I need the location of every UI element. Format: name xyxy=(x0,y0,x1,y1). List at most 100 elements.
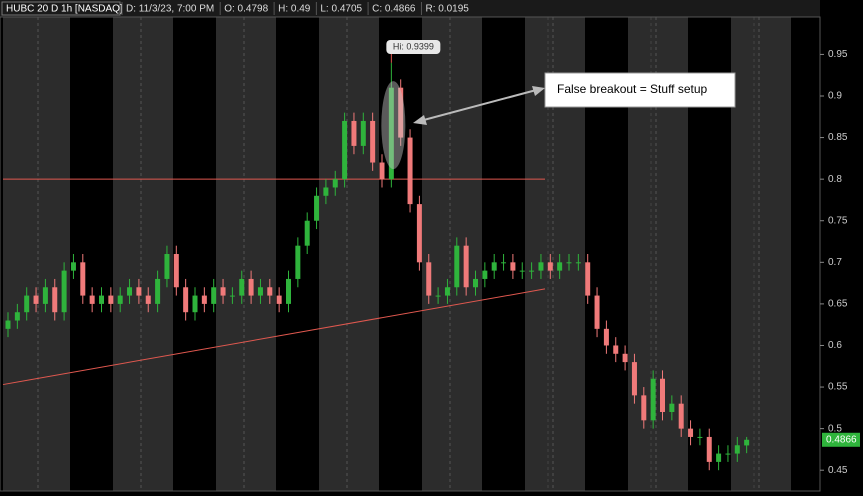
candle-body xyxy=(220,287,226,296)
plot-frame xyxy=(0,16,821,492)
header-info: D: 11/3/23, 7:00 PM O: 0.4798 H: 0.49 L: 0.… xyxy=(121,2,469,15)
candle-body xyxy=(14,312,20,321)
candle-body xyxy=(744,439,750,446)
candle-body xyxy=(454,245,460,288)
candle-body xyxy=(444,287,450,296)
candle-body xyxy=(108,295,114,304)
candle-body xyxy=(734,445,740,454)
high-label: Hi: 0.9399 xyxy=(393,41,434,51)
candle-body xyxy=(136,287,142,296)
candle-body xyxy=(706,436,712,462)
candle-body xyxy=(267,287,273,296)
y-tick-label: 0.5 xyxy=(828,423,842,434)
arrow-head xyxy=(413,115,427,125)
candle-body xyxy=(575,262,581,264)
candle-body xyxy=(24,295,30,313)
header-item: R: 0.0195 xyxy=(425,4,469,15)
trend-line xyxy=(2,288,546,386)
symbol-box xyxy=(1,1,121,16)
candle-body xyxy=(70,262,76,271)
candle-body xyxy=(229,295,235,297)
candle-body xyxy=(538,262,544,271)
y-tick-label: 0.6 xyxy=(828,340,842,351)
candle-body xyxy=(678,403,684,429)
header-item: L: 0.4705 xyxy=(320,4,362,15)
candle-body xyxy=(622,353,628,363)
candle-body xyxy=(650,378,656,421)
candle-body xyxy=(688,428,694,437)
candle-body xyxy=(519,270,525,272)
candle-body xyxy=(192,295,198,313)
candle-body xyxy=(585,262,591,296)
candle-body xyxy=(501,262,507,264)
candle-body xyxy=(173,254,179,288)
candle-body xyxy=(80,262,86,296)
candle-body xyxy=(164,254,170,279)
annotation-text: False breakout = Stuff setup xyxy=(557,82,708,96)
annotation-box xyxy=(544,72,736,108)
symbol: HUBC 20 D 1h [NASDAQ] xyxy=(6,4,123,15)
y-tick-label: 0.8 xyxy=(828,174,842,185)
candle-body xyxy=(491,262,497,271)
candle-body xyxy=(89,295,95,304)
y-tick-label: 0.45 xyxy=(828,465,848,476)
y-tick-label: 0.65 xyxy=(828,299,848,310)
y-tick-label: 0.95 xyxy=(828,49,848,60)
night-band xyxy=(791,17,820,491)
candle-body xyxy=(529,270,535,272)
candle-body xyxy=(323,187,329,196)
night-band xyxy=(70,17,113,491)
candle-body xyxy=(52,287,58,313)
candle-body xyxy=(435,295,441,297)
candle-body xyxy=(594,295,600,329)
candle-body xyxy=(145,295,151,304)
candle-body xyxy=(257,287,263,296)
candle-body xyxy=(351,120,357,146)
candle-body xyxy=(304,220,310,246)
last-price-label: 0.4866 xyxy=(826,434,857,445)
candle-body xyxy=(603,328,609,346)
candle-body xyxy=(641,395,647,421)
candle-body xyxy=(697,436,703,438)
candle-body xyxy=(61,270,67,313)
candle-body xyxy=(669,403,675,412)
candle-body xyxy=(725,453,731,455)
arrow-head xyxy=(532,86,545,96)
candle-body xyxy=(566,262,572,264)
candle-body xyxy=(117,295,123,304)
candle-body xyxy=(211,287,217,304)
candle-body xyxy=(547,262,553,271)
header-item: C: 0.4866 xyxy=(372,4,416,15)
candle-body xyxy=(631,362,637,396)
header-bar xyxy=(0,0,820,17)
candle-body xyxy=(183,287,189,313)
candle-body xyxy=(426,262,432,296)
candle-body xyxy=(248,278,254,296)
candle-body xyxy=(613,345,619,354)
candle-body xyxy=(155,278,161,304)
candle-body xyxy=(239,278,245,296)
night-band xyxy=(173,17,216,491)
candle-body xyxy=(416,204,422,263)
header-item: O: 0.4798 xyxy=(224,4,268,15)
candle-body xyxy=(370,120,376,163)
y-tick-label: 0.9 xyxy=(828,91,842,102)
candle-body xyxy=(314,195,320,221)
y-tick-label: 0.7 xyxy=(828,257,842,268)
header-item: D: 11/3/23, 7:00 PM xyxy=(126,4,214,15)
candle-body xyxy=(716,453,722,462)
header-item: H: 0.49 xyxy=(278,4,311,15)
candle-body xyxy=(510,262,516,271)
candle-body xyxy=(201,295,207,304)
candle-body xyxy=(660,378,665,412)
candle-body xyxy=(407,137,413,205)
candle-body xyxy=(286,278,291,304)
candle-body xyxy=(360,120,366,146)
annotation-arrow xyxy=(419,88,541,122)
candle-body xyxy=(99,295,104,304)
candle-body xyxy=(127,287,133,296)
y-tick-label: 0.55 xyxy=(828,382,848,393)
candle-body xyxy=(332,179,338,188)
candle-body xyxy=(33,295,39,304)
